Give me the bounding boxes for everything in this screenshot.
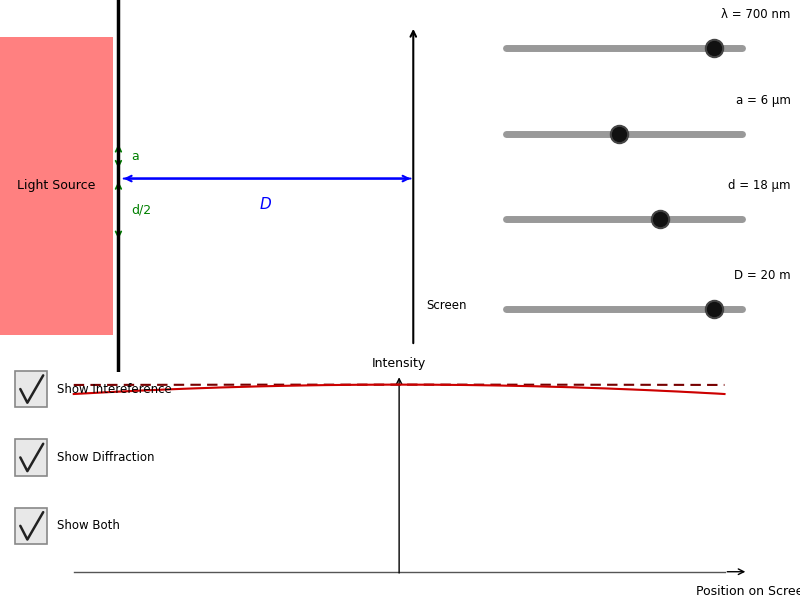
Text: Light Source: Light Source <box>18 179 96 193</box>
Text: Show Intereference: Show Intereference <box>58 383 172 395</box>
Text: λ = 700 nm: λ = 700 nm <box>721 8 790 22</box>
Text: Show Both: Show Both <box>58 520 120 532</box>
Text: a: a <box>131 150 138 163</box>
Text: Show Diffraction: Show Diffraction <box>58 451 154 464</box>
Text: Screen: Screen <box>426 299 466 311</box>
Text: d = 18 μm: d = 18 μm <box>728 179 790 193</box>
Text: Intensity: Intensity <box>372 358 426 370</box>
Text: d/2: d/2 <box>131 203 151 217</box>
Text: D = 20 m: D = 20 m <box>734 269 790 282</box>
Bar <box>15 508 46 544</box>
Text: Position on Screen: Position on Screen <box>697 585 800 598</box>
Text: a = 6 μm: a = 6 μm <box>735 94 790 107</box>
Bar <box>15 371 46 407</box>
Text: D: D <box>260 197 272 212</box>
Bar <box>0 37 114 335</box>
Bar <box>15 439 46 476</box>
